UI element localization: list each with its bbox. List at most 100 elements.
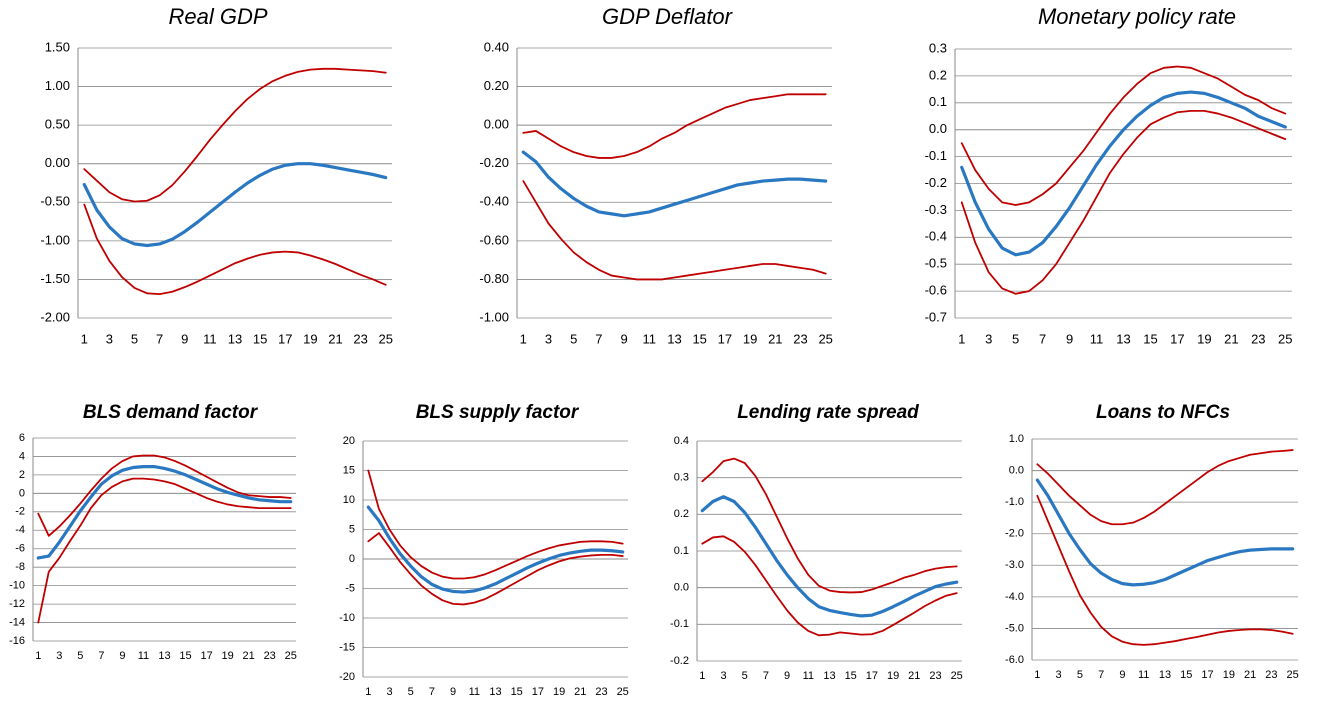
y-tick-label: -1.0 [1005,496,1024,508]
x-tick-label: 5 [742,670,748,682]
x-tick-label: 15 [845,670,857,682]
x-tick-label: 1 [35,650,41,662]
x-tick-label: 3 [985,331,992,346]
x-tick-label: 9 [119,650,125,662]
y-tick-label: -0.1 [925,148,947,163]
series-line [83,67,387,203]
y-tick-label: 0.00 [484,117,509,132]
y-tick-label: -6 [15,543,25,555]
y-tick-label: 0.50 [45,117,70,132]
x-tick-label: 21 [908,670,920,682]
x-tick-label: 21 [243,650,255,662]
x-tick-label: 7 [156,331,163,346]
y-tick-label: -20 [339,671,355,683]
x-tick-label: 9 [784,670,790,682]
x-tick-label: 7 [595,331,602,346]
x-tick-label: 21 [768,331,782,346]
x-tick-label: 1 [365,686,371,698]
series-line [367,532,624,606]
y-tick-label: 1.0 [1009,433,1024,445]
x-tick-label: 11 [203,331,217,346]
x-tick-label: 25 [951,670,963,682]
y-tick-label: 0.40 [484,39,509,54]
chart: BLS demand factor -16 -14 -12 -10 -8 -6 -4 -2 0 2 4… [9,402,297,662]
x-tick-label: 1 [1034,669,1040,681]
x-tick-label: 17 [1170,331,1184,346]
series-line [700,495,959,618]
y-tick-label: -0.1 [670,618,689,630]
y-tick-label: 0.1 [929,94,947,109]
y-tick-label: -0.2 [670,655,689,667]
x-tick-label: 13 [1116,331,1130,346]
y-tick-label: -4 [15,524,25,536]
chart-title: BLS supply factor [416,402,580,423]
x-tick-label: 19 [303,331,317,346]
x-tick-label: 11 [1090,331,1104,346]
series-line [522,180,827,281]
x-tick-label: 17 [532,686,544,698]
y-tick-label: 20 [343,435,355,447]
x-tick-label: 21 [328,331,342,346]
chart-title: GDP Deflator [602,4,734,29]
series-line [960,65,1287,206]
x-tick-label: 19 [887,670,899,682]
x-tick-label: 9 [1119,669,1125,681]
x-tick-label: 5 [77,650,83,662]
chart-title: Real GDP [168,4,267,29]
y-tick-label: 0.1 [674,545,689,557]
y-tick-label: -0.80 [479,271,509,286]
y-tick-label: -1.50 [40,271,70,286]
series-line [36,465,293,560]
y-tick-label: -0.4 [925,229,947,244]
chart-title: Loans to NFCs [1096,402,1230,423]
chart: Lending rate spread -0.2 -0.1 0.0 0.1 0.2 0.3 0… [670,402,963,682]
chart: Monetary policy rate -0.7 -0.6 -0.5 -0.4 -0.3… [925,4,1293,347]
x-tick-label: 15 [1143,331,1157,346]
x-tick-label: 19 [221,650,233,662]
x-tick-label: 13 [228,331,242,346]
x-tick-label: 5 [131,331,138,346]
y-tick-label: 4 [19,450,25,462]
y-tick-label: -2.00 [40,309,70,324]
x-tick-label: 25 [617,686,629,698]
x-tick-label: 25 [818,331,832,346]
x-tick-label: 23 [353,331,367,346]
y-tick-label: 0.3 [674,472,689,484]
y-tick-label: 0.2 [929,67,947,82]
x-tick-label: 5 [408,686,414,698]
y-tick-label: 0 [349,553,355,565]
x-tick-label: 9 [181,331,188,346]
y-tick-label: -0.50 [40,194,70,209]
x-tick-label: 1 [958,331,965,346]
y-tick-label: -5.0 [1005,622,1024,634]
x-tick-label: 25 [1287,669,1299,681]
x-tick-label: 17 [718,331,732,346]
x-tick-label: 21 [574,686,586,698]
x-tick-label: 23 [929,670,941,682]
y-tick-label: 0.4 [674,435,689,447]
y-tick-label: 6 [19,432,25,444]
x-tick-label: 13 [158,650,170,662]
x-tick-label: 23 [793,331,807,346]
y-tick-label: -0.40 [479,194,509,209]
x-tick-label: 15 [692,331,706,346]
x-tick-label: 19 [1223,669,1235,681]
series-line [37,477,292,624]
y-tick-label: -0.20 [479,155,509,170]
x-tick-label: 17 [278,331,292,346]
series-line [83,203,387,295]
series-line [82,162,388,248]
x-tick-label: 15 [1180,669,1192,681]
x-tick-label: 15 [511,686,523,698]
y-tick-label: 0.3 [929,40,947,55]
series-line [522,93,827,159]
y-tick-label: 2 [19,469,25,481]
y-tick-label: -10 [9,580,25,592]
x-tick-label: 19 [743,331,757,346]
y-tick-label: -6.0 [1005,654,1024,666]
x-tick-label: 23 [264,650,276,662]
x-tick-label: 17 [200,650,212,662]
x-tick-label: 9 [1066,331,1073,346]
